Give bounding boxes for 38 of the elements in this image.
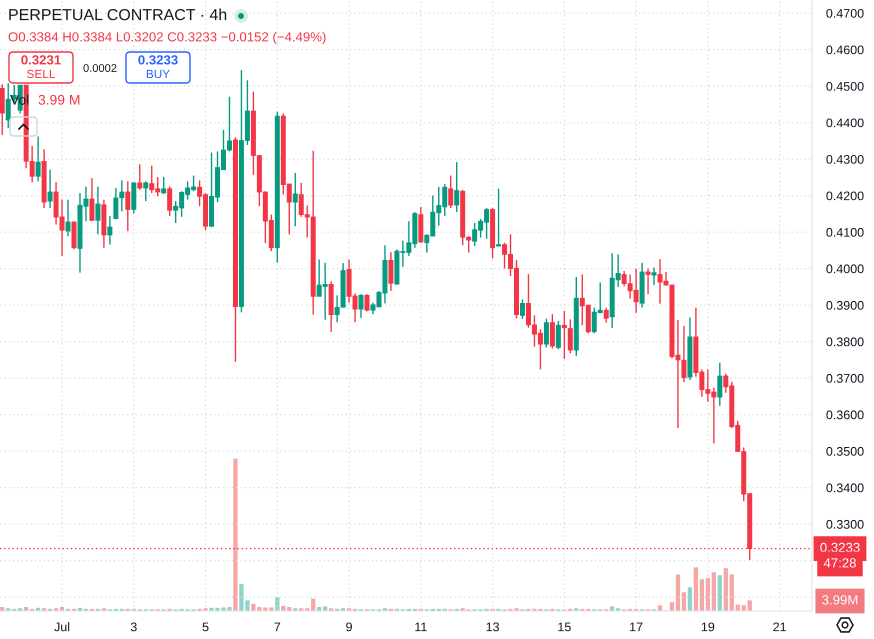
y-tick-label: 0.4400 [826, 118, 864, 128]
x-tick-label: 3 [130, 622, 137, 632]
y-tick-label: 0.4600 [826, 45, 864, 54]
x-tick-label: 5 [202, 622, 209, 632]
y-tick-label: 0.4700 [826, 8, 864, 18]
y-tick-label: 0.4000 [826, 264, 864, 274]
x-tick-label: 7 [274, 622, 280, 632]
y-tick-label: 0.4500 [826, 82, 864, 91]
ref-line-label: 0.3233 [820, 542, 860, 552]
y-tick-label: 0.3900 [826, 300, 864, 310]
annotation: 0.3233 [138, 55, 178, 65]
annotation: 0.3231 [21, 55, 61, 65]
x-tick-label: 17 [630, 622, 642, 632]
x-tick-label: Jul [54, 622, 70, 632]
annotation: 3.99 M [38, 94, 80, 105]
text: 3.99M [822, 595, 858, 605]
y-tick-label: 0.4100 [826, 228, 864, 237]
x-tick-label: 21 [773, 622, 786, 632]
text: 47:28 [824, 558, 856, 568]
y-tick-label: 0.3600 [826, 410, 864, 420]
text: O0.3384 H0.3384 L0.3202 C0.3233 −0.0152 (−4.49%) [8, 32, 326, 44]
y-tick-label: 0.4200 [826, 191, 864, 200]
y-tick-label: 0.4300 [826, 154, 864, 164]
x-tick-label: 11 [415, 622, 427, 632]
x-tick-label: 19 [702, 622, 714, 632]
y-tick-label: 0.3800 [826, 337, 864, 346]
x-tick-label: 9 [346, 622, 352, 632]
chart-title: PERPETUAL CONTRACT · 4h [9, 8, 226, 20]
x-tick-label: 15 [558, 622, 571, 632]
annotation: SELL [27, 70, 56, 78]
annotation: BUY [146, 70, 170, 78]
y-tick-label: 0.3700 [826, 374, 864, 383]
y-tick-label: 0.3400 [826, 483, 864, 492]
annotation: 0.0002 [83, 64, 116, 72]
y-tick-label: 0.3300 [826, 520, 864, 529]
x-tick-label: 13 [486, 622, 499, 632]
chart-title: Vol [10, 94, 28, 105]
y-tick-label: 0.3500 [826, 446, 864, 456]
